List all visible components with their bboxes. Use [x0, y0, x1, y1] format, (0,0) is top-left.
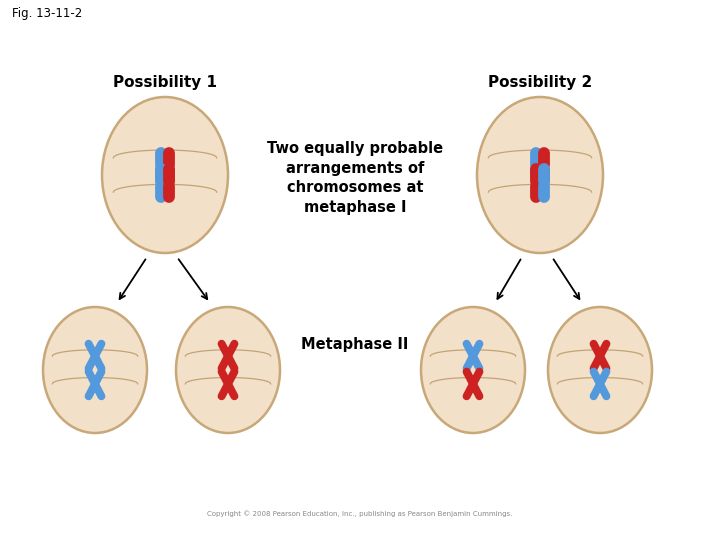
- Ellipse shape: [102, 97, 228, 253]
- Ellipse shape: [421, 307, 525, 433]
- Text: Possibility 2: Possibility 2: [488, 75, 592, 90]
- Text: Metaphase II: Metaphase II: [301, 338, 409, 353]
- Ellipse shape: [176, 307, 280, 433]
- Ellipse shape: [477, 97, 603, 253]
- Ellipse shape: [548, 307, 652, 433]
- Text: Two equally probable
arrangements of
chromosomes at
metaphase I: Two equally probable arrangements of chr…: [267, 141, 443, 215]
- Text: Fig. 13-11-2: Fig. 13-11-2: [12, 8, 82, 21]
- Text: Possibility 1: Possibility 1: [113, 75, 217, 90]
- Ellipse shape: [43, 307, 147, 433]
- Text: Copyright © 2008 Pearson Education, Inc., publishing as Pearson Benjamin Cumming: Copyright © 2008 Pearson Education, Inc.…: [207, 511, 513, 517]
